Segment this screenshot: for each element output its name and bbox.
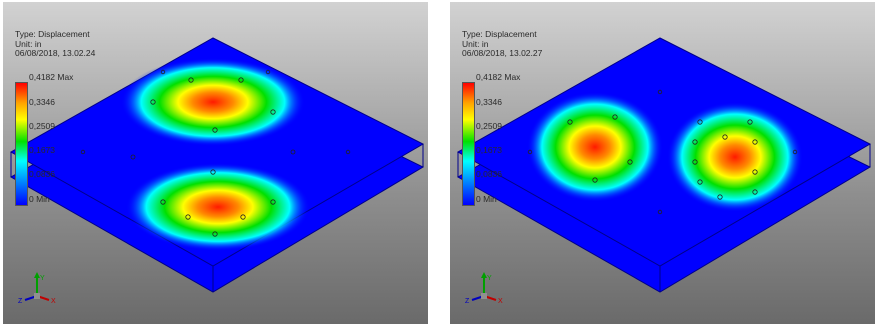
axis-x-label: X <box>51 298 56 305</box>
bolt-holes <box>80 69 351 237</box>
legend-min: 0 Min <box>476 194 497 204</box>
result-info: Type: Displacement Unit: in 06/08/2018, … <box>15 29 96 59</box>
fea-plate-model[interactable] <box>3 2 428 324</box>
legend-max: 0,4182 Max <box>29 72 74 82</box>
result-info: Type: Displacement Unit: in 06/08/2018, … <box>462 29 543 59</box>
legend-value: 0,0836 <box>476 169 502 179</box>
legend-value: 0,0836 <box>29 169 55 179</box>
displacement-lobe-left <box>527 92 663 202</box>
legend-max: 0,4182 Max <box>476 72 521 82</box>
legend-value: 0,1673 <box>29 145 55 155</box>
result-unit: Unit: in <box>462 38 489 49</box>
legend-value: 0,2509 <box>476 121 502 131</box>
axis-z-label: Z <box>465 298 470 305</box>
legend-value: 0,3346 <box>29 97 55 107</box>
displacement-lobe-front <box>126 163 310 251</box>
axis-x-label: X <box>498 298 503 305</box>
axis-z-label: Z <box>18 298 23 305</box>
axis-y-label: Y <box>40 275 45 282</box>
result-type: Type: Displacement <box>15 29 90 39</box>
result-type: Type: Displacement <box>462 29 537 39</box>
axis-triad-icon: Y Z X <box>18 272 56 305</box>
viewport-right[interactable]: Type: Displacement Unit: in 06/08/2018, … <box>450 2 875 324</box>
legend-value: 0,2509 <box>29 121 55 131</box>
displacement-lobe-back <box>121 58 305 146</box>
axis-y-label: Y <box>487 275 492 282</box>
bolt-holes <box>527 89 798 215</box>
legend-value: 0,3346 <box>476 97 502 107</box>
result-unit: Unit: in <box>15 38 42 49</box>
result-timestamp: 06/08/2018, 13.02.27 <box>462 48 543 58</box>
legend-value: 0,1673 <box>476 145 502 155</box>
result-timestamp: 06/08/2018, 13.02.24 <box>15 48 96 58</box>
viewport-left[interactable]: Type: Displacement Unit: in 06/08/2018, … <box>3 2 428 324</box>
displacement-lobe-right <box>667 102 803 212</box>
fea-plate-model[interactable] <box>450 2 875 324</box>
axis-triad-icon: Y Z X <box>465 272 503 305</box>
color-legend-bar <box>15 82 28 206</box>
color-legend-bar <box>462 82 475 206</box>
legend-min: 0 Min <box>29 194 50 204</box>
